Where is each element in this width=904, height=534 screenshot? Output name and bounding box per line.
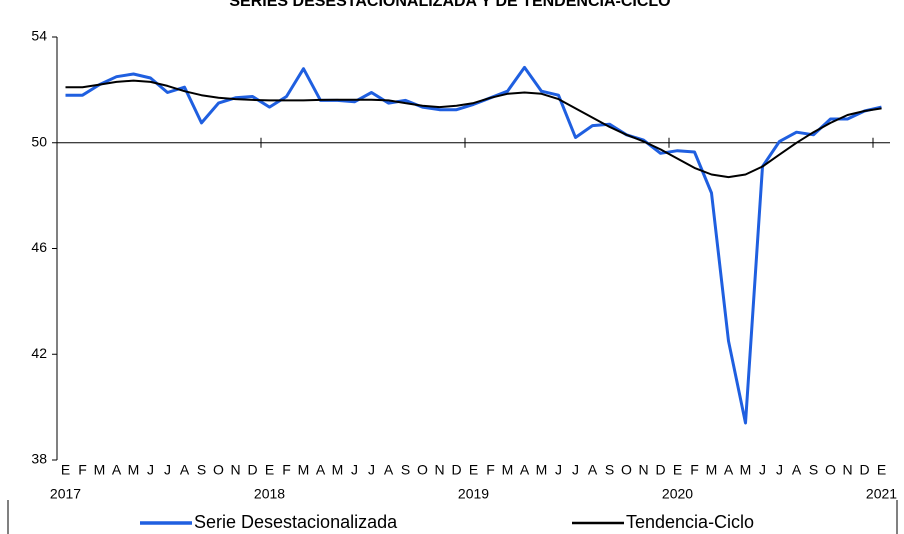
chart-title: SERIES DESESTACIONALIZADA Y DE TENDENCIA… — [229, 0, 670, 10]
x-tick-label: A — [724, 462, 734, 478]
x-tick-label: A — [316, 462, 326, 478]
x-tick-label: J — [555, 462, 562, 478]
x-tick-label: S — [809, 462, 818, 478]
legend-label: Serie Desestacionalizada — [194, 512, 398, 532]
x-tick-label: E — [673, 462, 682, 478]
x-tick-label: N — [230, 462, 240, 478]
x-tick-label: N — [842, 462, 852, 478]
x-tick-label: F — [282, 462, 291, 478]
x-tick-label: A — [520, 462, 530, 478]
x-tick-label: M — [298, 462, 310, 478]
x-tick-label: A — [180, 462, 190, 478]
x-tick-label: M — [536, 462, 548, 478]
year-label: 2018 — [254, 486, 285, 502]
x-tick-label: M — [502, 462, 514, 478]
x-tick-label: A — [588, 462, 598, 478]
x-tick-label: A — [384, 462, 394, 478]
year-label: 2019 — [458, 486, 489, 502]
x-tick-label: F — [78, 462, 87, 478]
y-tick-label: 38 — [31, 451, 47, 467]
x-tick-label: J — [776, 462, 783, 478]
x-tick-label: E — [61, 462, 70, 478]
x-tick-label: D — [859, 462, 869, 478]
x-tick-label: S — [401, 462, 410, 478]
x-tick-label: M — [706, 462, 718, 478]
x-tick-label: D — [655, 462, 665, 478]
x-tick-label: J — [368, 462, 375, 478]
x-tick-label: M — [128, 462, 140, 478]
x-tick-label: N — [434, 462, 444, 478]
x-tick-label: A — [792, 462, 802, 478]
legend-label: Tendencia-Ciclo — [626, 512, 754, 532]
x-tick-label: F — [690, 462, 699, 478]
x-tick-label: O — [213, 462, 224, 478]
x-tick-label: A — [112, 462, 122, 478]
series-line — [65, 65, 882, 425]
year-label: 2020 — [662, 486, 693, 502]
x-tick-label: F — [486, 462, 495, 478]
x-tick-label: J — [351, 462, 358, 478]
x-tick-label: J — [164, 462, 171, 478]
y-tick-label: 42 — [31, 345, 47, 361]
x-tick-label: M — [740, 462, 752, 478]
year-label: 2021 — [866, 486, 897, 502]
x-tick-label: O — [825, 462, 836, 478]
x-tick-label: D — [247, 462, 257, 478]
x-tick-label: J — [147, 462, 154, 478]
year-label: 2017 — [50, 486, 81, 502]
y-tick-label: 50 — [31, 133, 47, 149]
x-tick-label: N — [638, 462, 648, 478]
x-tick-label: E — [877, 462, 886, 478]
x-tick-label: E — [265, 462, 274, 478]
x-tick-label: O — [417, 462, 428, 478]
x-tick-label: J — [759, 462, 766, 478]
x-tick-label: J — [572, 462, 579, 478]
x-tick-label: O — [621, 462, 632, 478]
x-tick-label: S — [197, 462, 206, 478]
y-tick-label: 46 — [31, 239, 47, 255]
x-tick-label: S — [605, 462, 614, 478]
series-line — [65, 79, 882, 179]
x-tick-label: E — [469, 462, 478, 478]
x-tick-label: M — [94, 462, 106, 478]
x-tick-label: M — [332, 462, 344, 478]
y-tick-label: 54 — [31, 28, 47, 44]
x-tick-label: D — [451, 462, 461, 478]
